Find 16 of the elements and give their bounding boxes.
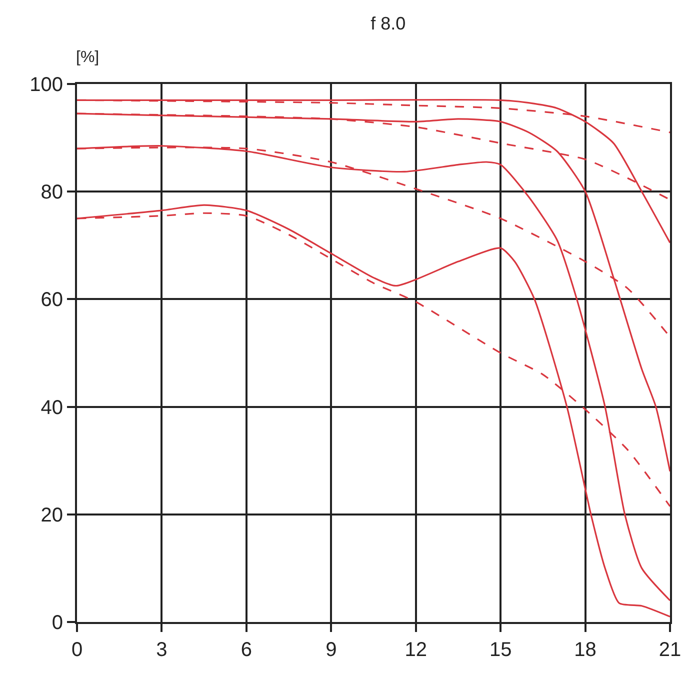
y-tick-label: 40 [40, 396, 63, 419]
y-tick-label: 100 [30, 74, 63, 96]
x-tick-label: 21 [658, 639, 682, 661]
y-axis-title: [%] [76, 49, 100, 66]
y-tick-label: 60 [40, 289, 63, 312]
y-tick-label: 80 [40, 182, 63, 204]
x-tick-label: 12 [404, 639, 427, 661]
x-tick-label: 18 [574, 639, 596, 661]
x-tick-label: 6 [240, 639, 252, 661]
x-tick-label: 3 [156, 639, 168, 661]
x-tick-label: 15 [489, 639, 512, 661]
x-tick-label: 9 [326, 639, 337, 661]
x-tick-label: 0 [71, 639, 83, 661]
y-tick-label: 0 [52, 612, 63, 634]
chart-title: f 8.0 [370, 13, 406, 34]
y-tick-label: 20 [40, 504, 63, 526]
